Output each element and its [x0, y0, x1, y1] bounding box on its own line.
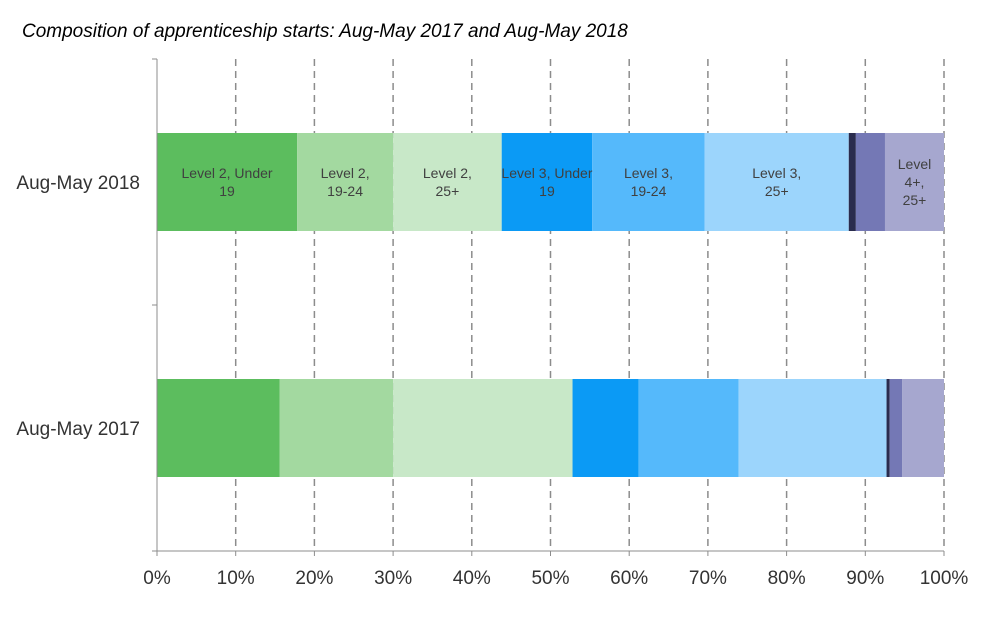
- chart-title: Composition of apprenticeship starts: Au…: [22, 21, 628, 42]
- segment-label: Level 4+, 25+: [898, 156, 931, 208]
- category-label: Aug-May 2018: [16, 173, 140, 194]
- bar-segment: [393, 379, 573, 477]
- x-tick-label: 60%: [610, 568, 648, 589]
- bar-segment: [855, 133, 885, 231]
- segment-label: Level 2, Under 19: [182, 165, 273, 199]
- segment-label: Level 3, 25+: [752, 165, 801, 199]
- bar-segment: [279, 379, 394, 477]
- axes: [152, 58, 945, 556]
- bar-group: Level 2, Under 19 Level 2, 19-24 Level 2, 25+…: [157, 133, 944, 231]
- bar-group: [157, 379, 944, 477]
- segment-label: Level 2, 25+: [423, 165, 472, 199]
- bar-segment: [501, 133, 593, 231]
- bar-segment: [848, 133, 856, 231]
- x-tick-labels: 0% 10% 20% 30% 40% 50% 60% 70% 80% 90% 100%: [143, 568, 968, 589]
- bar-segment: [902, 379, 944, 477]
- x-tick-label: 70%: [689, 568, 727, 589]
- segment-label: Level 3, 19-24: [624, 165, 673, 199]
- bar-segment: [738, 379, 887, 477]
- bar-segment: [886, 379, 890, 477]
- gridlines: [234, 59, 945, 551]
- bar-segment: [393, 133, 502, 231]
- bar-segment: [157, 133, 298, 231]
- bar-segment: [297, 133, 394, 231]
- bar-segment: [889, 379, 903, 477]
- category-label: Aug-May 2017: [16, 419, 140, 440]
- segment-label: Level 2, 19-24: [321, 165, 370, 199]
- bar-segment: [884, 133, 944, 231]
- x-tick-label: 0%: [143, 568, 171, 589]
- x-tick-label: 100%: [920, 568, 969, 589]
- x-tick-label: 20%: [295, 568, 333, 589]
- segment-label: Level 3, Under 19: [501, 165, 592, 199]
- x-tick-label: 30%: [374, 568, 412, 589]
- bars: Level 2, Under 19 Level 2, 19-24 Level 2, 25+…: [157, 133, 944, 477]
- x-tick-label: 10%: [217, 568, 255, 589]
- x-tick-label: 80%: [768, 568, 806, 589]
- x-tick-label: 40%: [453, 568, 491, 589]
- bar-segment: [704, 133, 849, 231]
- bar-segment: [638, 379, 739, 477]
- x-tick-label: 90%: [846, 568, 884, 589]
- x-tick-label: 50%: [531, 568, 569, 589]
- bar-segment: [592, 133, 705, 231]
- bar-segment: [572, 379, 639, 477]
- bar-segment: [157, 379, 280, 477]
- category-labels: Aug-May 2018 Aug-May 2017: [16, 173, 140, 440]
